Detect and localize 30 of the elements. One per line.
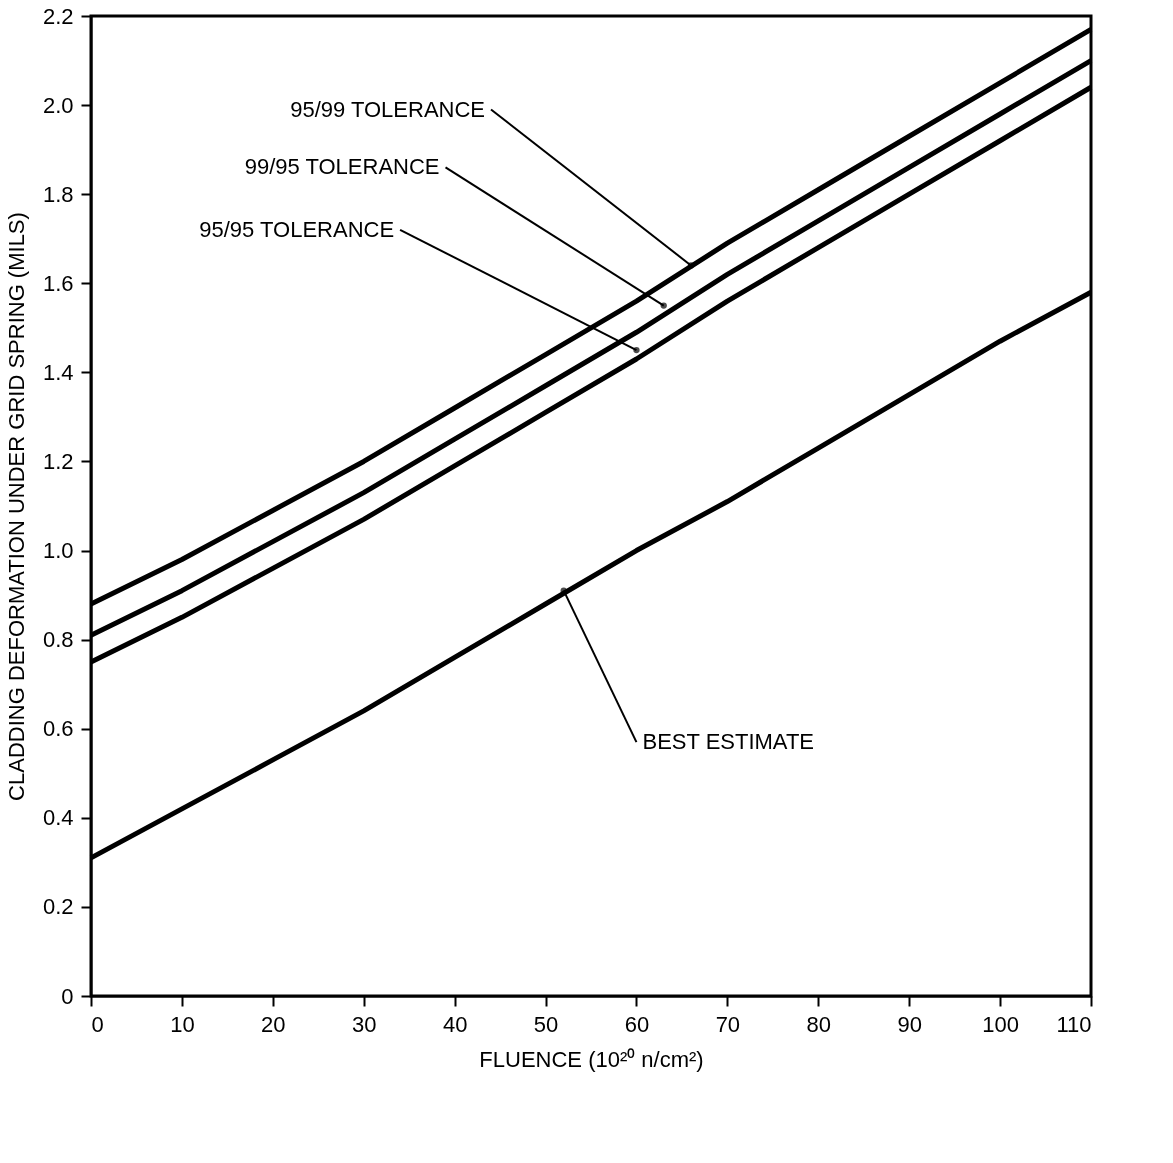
y-tick-label: 2.2 bbox=[42, 3, 74, 29]
y-tick-label: 2.0 bbox=[42, 92, 74, 118]
y-axis-title: CLADDING DEFORMATION UNDER GRID SPRING (MILS) bbox=[3, 212, 29, 801]
x-tick-label: 80 bbox=[806, 1011, 832, 1037]
x-tick-label: 20 bbox=[261, 1011, 286, 1037]
x-tick-label: 90 bbox=[897, 1011, 922, 1037]
y-tick-label: 1.6 bbox=[42, 270, 74, 296]
x-tick-label: 100 bbox=[982, 1011, 1019, 1037]
annotation: 99/95 TOLERANCE bbox=[244, 154, 440, 180]
y-tick-label: 1.0 bbox=[42, 538, 74, 564]
y-tick-label: 1.8 bbox=[42, 181, 74, 207]
x-tick-label: 110 bbox=[1056, 1011, 1092, 1037]
y-tick-label: 1.2 bbox=[42, 448, 74, 474]
y-tick-label: 0.8 bbox=[42, 627, 74, 653]
x-tick-label: 60 bbox=[624, 1011, 650, 1037]
y-tick-label: 0.6 bbox=[42, 716, 74, 742]
y-tick-label: 0 bbox=[61, 983, 74, 1009]
y-tick-label: 0.2 bbox=[42, 894, 74, 920]
annotation: BEST ESTIMATE bbox=[642, 729, 815, 755]
y-tick-label: 0.4 bbox=[42, 805, 74, 831]
annotation: 95/99 TOLERANCE bbox=[290, 96, 485, 122]
y-tick-label: 1.4 bbox=[42, 359, 74, 385]
annotation: 95/95 TOLERANCE bbox=[199, 216, 395, 242]
x-tick-label: 70 bbox=[715, 1011, 741, 1037]
x-tick-label: 10 bbox=[170, 1011, 195, 1037]
x-tick-label: 40 bbox=[442, 1011, 468, 1037]
x-axis-title: FLUENCE (10²⁰ n/cm²) bbox=[479, 1046, 704, 1072]
x-tick-label: 30 bbox=[351, 1011, 377, 1037]
x-tick-label: 50 bbox=[533, 1011, 559, 1037]
x-tick-label: 0 bbox=[91, 1011, 104, 1037]
